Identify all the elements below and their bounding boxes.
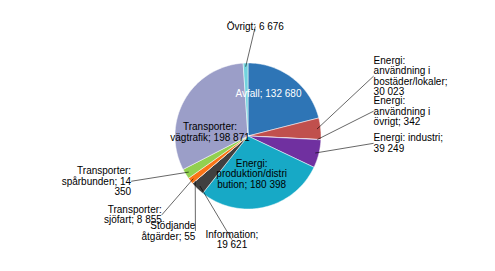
svg-text:Transporter:vägtrafik; 198 871: Transporter:vägtrafik; 198 871 [170, 121, 250, 143]
html-text:åtgärder; 55: åtgärder; 55 [141, 230, 196, 242]
svg-text:Energi:produktion/distribution: Energi:produktion/distribution; 180 398 [216, 158, 287, 190]
svg-text:Transporter:spårbunden; 14350: Transporter:spårbunden; 14350 [62, 165, 132, 197]
svg-text:Energi: industri;39 249: Energi: industri;39 249 [374, 132, 443, 154]
svg-text:Information;19 621: Information;19 621 [206, 229, 259, 251]
html-text:Stödjande: Stödjande [150, 220, 196, 231]
svg-text:Avfall; 132 680: Avfall; 132 680 [235, 88, 301, 99]
svg-text:Energi:användning iövrigt; 342: Energi:användning iövrigt; 342 [374, 95, 431, 127]
svg-text:Energi:användning ibostäder/lo: Energi:användning ibostäder/lokaler;30 0… [374, 55, 448, 98]
svg-text:Övrigt; 6 676: Övrigt; 6 676 [227, 21, 285, 32]
svg-text:Transporter:sjöfart; 8 855: Transporter:sjöfart; 8 855 [104, 204, 162, 226]
